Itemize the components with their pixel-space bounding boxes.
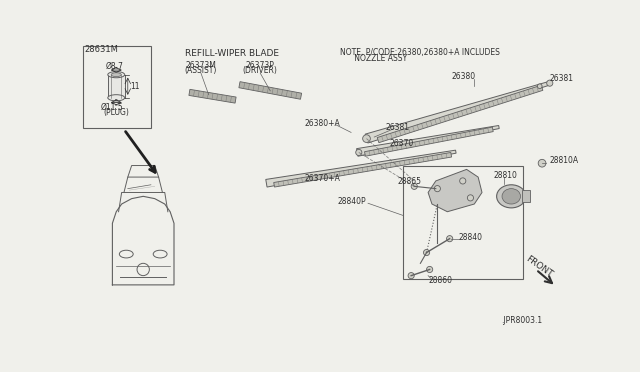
Text: (ASSIST): (ASSIST) [185, 66, 217, 75]
Text: NOZZLE ASSY: NOZZLE ASSY [340, 54, 406, 63]
Text: NOTE, P/CODE:26380,26380+A INCLUDES: NOTE, P/CODE:26380,26380+A INCLUDES [340, 48, 499, 57]
Circle shape [447, 235, 452, 242]
Polygon shape [239, 81, 301, 99]
Text: 28840P: 28840P [337, 197, 366, 206]
Polygon shape [377, 85, 543, 143]
Polygon shape [266, 150, 456, 187]
Ellipse shape [502, 189, 520, 204]
Text: 28810A: 28810A [550, 155, 579, 165]
Text: FRONT: FRONT [524, 254, 554, 279]
Text: 26370+A: 26370+A [305, 174, 340, 183]
Text: 11: 11 [130, 82, 140, 91]
Text: 26370: 26370 [390, 140, 414, 148]
Text: 26373P: 26373P [246, 61, 275, 70]
Polygon shape [428, 169, 482, 212]
Circle shape [411, 183, 417, 189]
Circle shape [435, 186, 440, 192]
Bar [522, 190, 530, 202]
Ellipse shape [108, 71, 125, 78]
Text: REFILL-WIPER BLADE: REFILL-WIPER BLADE [185, 49, 279, 58]
Circle shape [547, 80, 553, 86]
Text: Ø11.5: Ø11.5 [101, 103, 124, 112]
Bar [403, 166, 523, 279]
Text: 28631M: 28631M [84, 45, 118, 54]
Bar [108, 75, 125, 98]
Circle shape [467, 195, 474, 201]
Text: 26381: 26381 [550, 74, 574, 83]
Polygon shape [365, 81, 550, 143]
Ellipse shape [108, 95, 125, 101]
Circle shape [538, 84, 542, 89]
Text: 26380+A: 26380+A [305, 119, 340, 128]
Circle shape [363, 135, 371, 142]
Circle shape [408, 273, 414, 279]
Circle shape [460, 178, 466, 184]
Polygon shape [189, 89, 236, 103]
Text: Ø8.7: Ø8.7 [106, 62, 124, 71]
Text: (PLUG): (PLUG) [103, 108, 129, 117]
Ellipse shape [111, 73, 122, 77]
Circle shape [427, 266, 433, 273]
Circle shape [424, 250, 429, 256]
Bar [83, 46, 151, 128]
Ellipse shape [497, 185, 526, 208]
Text: 28810: 28810 [493, 171, 517, 180]
Text: 26373M: 26373M [186, 61, 216, 70]
Circle shape [356, 150, 362, 155]
Text: 26381: 26381 [386, 122, 410, 132]
Text: .JPR8003.1: .JPR8003.1 [501, 316, 542, 325]
Polygon shape [365, 127, 493, 156]
Text: 28865: 28865 [397, 177, 421, 186]
Text: 28860: 28860 [428, 276, 452, 285]
Polygon shape [274, 153, 452, 187]
Text: 26380: 26380 [451, 73, 476, 81]
Polygon shape [356, 125, 499, 156]
Circle shape [538, 159, 546, 167]
Text: (DRIVER): (DRIVER) [243, 66, 278, 75]
Text: 28840: 28840 [459, 232, 483, 242]
